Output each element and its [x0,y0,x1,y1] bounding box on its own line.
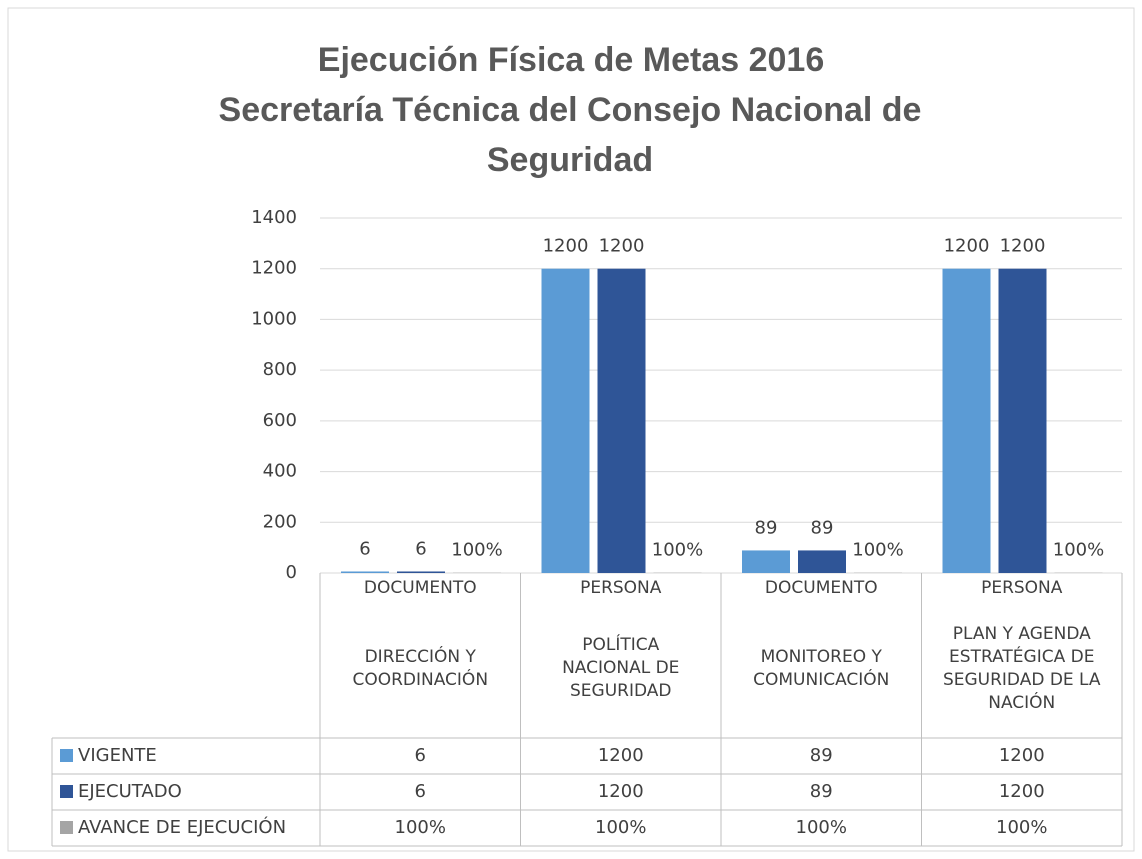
category-label: DIRECCIÓN Y COORDINACIÓN [352,646,489,690]
unit-label: DOCUMENTO [363,578,477,598]
category-box: POLÍTICA NACIONAL DE SEGURIDAD [521,600,722,737]
bar [541,268,590,573]
table-cell: 6 [415,781,426,802]
y-tick-label: 0 [286,562,297,583]
data-label: 1200 [1000,236,1046,257]
legend-label: EJECUTADO [78,781,182,802]
chart-subtitle: Secretaría Técnica del Consejo Nacional … [218,91,922,179]
bar [597,268,646,573]
table-cell: 6 [415,745,426,766]
data-label: 6 [415,538,426,559]
data-label: 89 [755,517,778,538]
category-label: POLÍTICA NACIONAL DE SEGURIDAD [562,635,680,701]
data-label: 100% [652,540,703,561]
category-box: MONITOREO Y COMUNICACIÓN [721,600,922,737]
category-box: DIRECCIÓN Y COORDINACIÓN [320,600,521,737]
table-cell: 100% [996,817,1047,838]
data-label: 1200 [599,236,645,257]
category-label: PLAN Y AGENDA ESTRATÉGICA DE SEGURIDAD D… [942,623,1101,713]
legend-label: AVANCE DE EJECUCIÓN [78,816,286,838]
bar [397,571,445,573]
table-cell: 89 [810,745,833,766]
bar [998,268,1047,573]
y-tick-label: 1200 [251,258,297,279]
bar [742,550,790,573]
table-cell: 1200 [598,781,644,802]
category-cell: PERSONA PLAN Y AGENDA ESTRATÉGICA DE SEGU… [922,577,1123,737]
category-box: PLAN Y AGENDA ESTRATÉGICA DE SEGURIDAD D… [922,600,1123,737]
y-tick-label: 600 [263,410,297,431]
y-tick-label: 1400 [251,207,297,228]
legend-key [60,821,73,834]
data-label: 100% [852,540,903,561]
y-tick-label: 800 [263,359,297,380]
table-cell: 100% [595,817,646,838]
data-label: 100% [451,540,502,561]
table-cell: 1200 [999,745,1045,766]
legend-key [60,785,73,798]
table-cell: 1200 [999,781,1045,802]
table-cell: 89 [810,781,833,802]
bar [798,550,846,573]
unit-label: DOCUMENTO [764,578,878,598]
data-label: 100% [1053,540,1104,561]
data-label: 89 [811,517,834,538]
table-cell: 100% [395,817,446,838]
chart-title: Ejecución Física de Metas 2016 [317,41,825,79]
y-tick-label: 200 [263,511,297,532]
legend-key [60,749,73,762]
bar [942,268,991,573]
category-cell: PERSONA POLÍTICA NACIONAL DE SEGURIDAD [521,577,722,737]
bar [341,571,389,573]
category-cell: DOCUMENTO DIRECCIÓN Y COORDINACIÓN [320,577,521,737]
table-cell: 1200 [598,745,644,766]
frame [7,7,1135,852]
data-label: 1200 [944,236,990,257]
category-cell: DOCUMENTO MONITOREO Y COMUNICACIÓN [721,577,922,737]
table-cell: 100% [796,817,847,838]
category-label: MONITOREO Y COMUNICACIÓN [753,646,890,690]
unit-label: PERSONA [981,578,1063,598]
data-label: 6 [359,538,370,559]
y-tick-label: 1000 [251,308,297,329]
data-label: 1200 [543,236,589,257]
legend-label: VIGENTE [78,745,157,766]
y-tick-label: 400 [263,461,297,482]
unit-label: PERSONA [580,578,662,598]
